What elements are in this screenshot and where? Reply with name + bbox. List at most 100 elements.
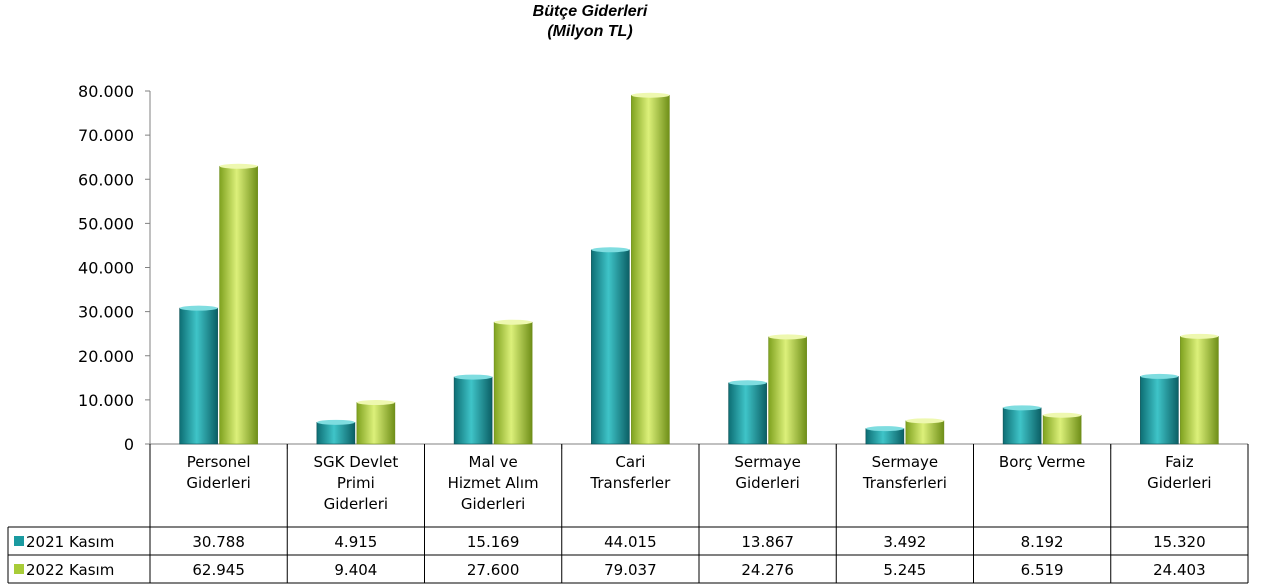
x-category-label-line: Personel (187, 453, 251, 471)
x-category-label-line: Cari (615, 453, 645, 471)
x-category-label: Faiz Giderleri (1147, 453, 1211, 492)
table-cell-value: 8.192 (1021, 533, 1064, 551)
bar-top (316, 419, 355, 425)
x-category-label-line: Sermaye (734, 453, 801, 471)
bar-top (1180, 333, 1219, 339)
x-category-label-line: Giderleri (324, 495, 388, 513)
x-category-label: Mal ve Hizmet Alım Giderleri (448, 453, 539, 513)
table-cell-value: 15.320 (1153, 533, 1206, 551)
bar-top (454, 374, 493, 380)
chart-title-text: Bütçe Giderleri (532, 3, 648, 20)
table-cell-value: 24.403 (1153, 561, 1206, 579)
bar-body (493, 321, 533, 445)
x-category-label-line: Primi (337, 474, 375, 492)
bar-body (1002, 407, 1042, 445)
x-category-label-line: Mal ve (469, 453, 518, 471)
bar-body (219, 165, 258, 445)
bar-top (768, 334, 807, 340)
x-category-label-line: SGK Devlet (314, 453, 399, 471)
y-tick-label: 0 (124, 435, 134, 454)
x-category-label: Cari Transferler (589, 453, 671, 492)
y-tick-label: 40.000 (78, 259, 134, 278)
bar-top (1140, 373, 1179, 379)
bar-body (768, 336, 807, 445)
x-category-label-line: Hizmet Alım (448, 474, 539, 492)
bar-top (1003, 405, 1042, 411)
y-tick-label: 20.000 (78, 347, 134, 366)
bar (768, 334, 807, 445)
bar (1002, 405, 1042, 445)
x-category-label: Sermaye Giderleri (734, 453, 801, 492)
x-category-label-line: Giderleri (461, 495, 525, 513)
data-table: Personel Giderleri SGK Devlet Primi Giderler… (7, 444, 1249, 584)
x-category-label-line: Transferleri (862, 474, 947, 492)
chart-subtitle-text: (Milyon TL) (547, 23, 633, 40)
bar-body (453, 376, 493, 445)
bar (1042, 412, 1082, 445)
bar (631, 92, 670, 445)
bar-top (1043, 412, 1082, 418)
table-cell-value: 5.245 (883, 561, 926, 579)
bar-top (219, 163, 258, 169)
bar-body (356, 402, 396, 445)
bar-body (1140, 376, 1179, 445)
x-category-label: SGK Devlet Primi Giderleri (314, 453, 399, 513)
table-cell-value: 79.037 (604, 561, 657, 579)
y-tick-label: 10.000 (78, 391, 134, 410)
bar-body (1180, 336, 1219, 445)
bar-top (631, 92, 670, 98)
bar (179, 305, 218, 445)
y-tick-label: 60.000 (78, 170, 134, 189)
bar-top (494, 319, 533, 325)
x-category-label-line: Giderleri (186, 474, 250, 492)
y-tick-label: 30.000 (78, 303, 134, 322)
x-category-label: Borç Verme (999, 453, 1085, 471)
x-category-label-line: Giderleri (1147, 474, 1211, 492)
bar (591, 247, 630, 445)
y-tick-label: 70.000 (78, 126, 134, 145)
bars (179, 92, 1219, 445)
table-cell-value: 30.788 (192, 533, 245, 551)
table-cell-value: 15.169 (467, 533, 520, 551)
table-cell-value: 9.404 (334, 561, 377, 579)
bar-top (591, 247, 630, 253)
bar (1140, 373, 1179, 445)
legend-label: 2021 Kasım (26, 533, 114, 551)
bar-top (728, 380, 767, 386)
legend-swatch (14, 564, 24, 574)
bar-body (905, 420, 945, 445)
table-cell-value: 44.015 (604, 533, 657, 551)
bar (905, 418, 945, 445)
x-category-label-line: Transferler (589, 474, 671, 492)
legend-swatch (14, 536, 24, 546)
table-cell-value: 6.519 (1021, 561, 1064, 579)
bar (356, 400, 396, 445)
bar-body (1042, 414, 1082, 445)
table-cell-value: 24.276 (741, 561, 794, 579)
bar (219, 163, 258, 445)
bar-body (316, 422, 356, 445)
table-cell-value: 3.492 (883, 533, 926, 551)
bar (728, 380, 767, 445)
bar-top (356, 400, 395, 406)
x-category-label-line: Sermaye (872, 453, 939, 471)
table-cell-value: 13.867 (741, 533, 794, 551)
bar-body (631, 94, 670, 445)
bar-top (179, 305, 218, 311)
bar-top (905, 418, 944, 424)
bar-top (865, 426, 904, 432)
bar (453, 374, 493, 445)
y-tick-label: 80.000 (78, 82, 134, 101)
table-cell-value: 62.945 (192, 561, 245, 579)
x-category-label-line: Giderleri (735, 474, 799, 492)
x-category-label-line: Faiz (1165, 453, 1194, 471)
bar (316, 419, 356, 445)
bar (493, 319, 533, 445)
bar-body (591, 249, 630, 445)
x-category-label-line: Borç Verme (999, 453, 1085, 471)
bar (1180, 333, 1219, 445)
x-category-label: Sermaye Transferleri (862, 453, 947, 492)
table-cell-value: 4.915 (334, 533, 377, 551)
bar-body (179, 307, 218, 445)
